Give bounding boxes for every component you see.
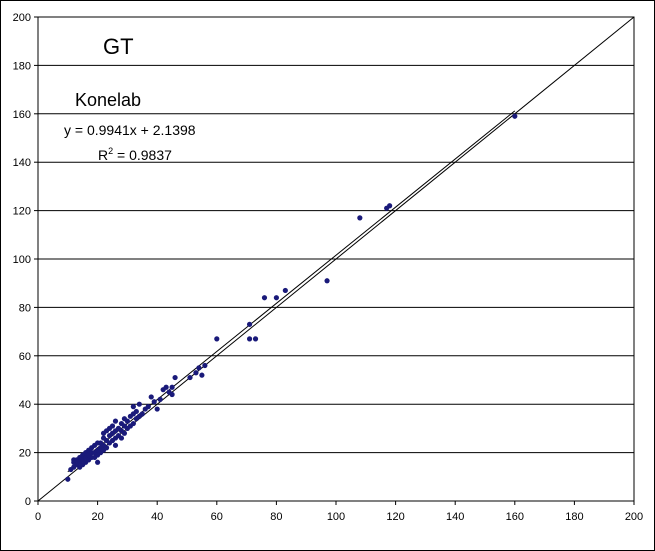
- y-tick-label-100: 100: [13, 254, 31, 266]
- x-tick-label-140: 140: [446, 511, 464, 523]
- y-tick-label-20: 20: [19, 448, 31, 460]
- data-point-74: [157, 396, 163, 402]
- x-tick-label-200: 200: [625, 511, 643, 523]
- y-tick-label-140: 140: [13, 157, 31, 169]
- r-squared-superscript: 2: [108, 146, 113, 156]
- data-point-65: [133, 408, 139, 415]
- x-tick-label-60: 60: [211, 511, 223, 523]
- data-point-93: [324, 278, 330, 284]
- data-point-94: [357, 215, 363, 221]
- data-point-48: [112, 418, 119, 424]
- x-tick-label-0: 0: [35, 511, 41, 523]
- x-tick-label-20: 20: [91, 511, 103, 523]
- x-tick-label-160: 160: [506, 511, 524, 523]
- y-tick-label-60: 60: [19, 351, 31, 363]
- data-point-72: [151, 399, 157, 405]
- trendline-equation: y = 0.9941x + 2.1398: [64, 122, 196, 138]
- y-tick-label-80: 80: [19, 302, 31, 314]
- x-tick-label-180: 180: [565, 511, 583, 523]
- data-point-97: [512, 113, 518, 119]
- data-point-88: [246, 336, 253, 342]
- chart-subtitle: Konelab: [75, 90, 141, 110]
- data-point-61: [130, 420, 136, 427]
- data-point-84: [199, 372, 205, 378]
- data-point-51: [118, 435, 125, 441]
- r-squared-letter: R: [98, 147, 108, 163]
- y-tick-label-0: 0: [25, 496, 31, 508]
- data-point-58: [124, 418, 130, 424]
- y-tick-label-120: 120: [13, 206, 31, 218]
- x-tick-label-100: 100: [327, 511, 345, 523]
- r-squared-value: = 0.9837: [113, 147, 172, 163]
- data-point-25: [95, 459, 101, 465]
- data-point-92: [282, 287, 288, 294]
- data-point-78: [169, 391, 175, 398]
- chart-title: GT: [103, 34, 134, 59]
- data-point-87: [246, 321, 253, 327]
- data-point-36: [103, 445, 110, 451]
- x-tick-label-40: 40: [151, 511, 163, 523]
- data-point-83: [196, 365, 202, 371]
- data-point-89: [252, 336, 259, 342]
- data-point-81: [187, 374, 193, 381]
- y-tick-label-200: 200: [13, 12, 31, 24]
- x-tick-label-120: 120: [386, 511, 404, 523]
- data-point-54: [121, 430, 128, 436]
- data-point-91: [273, 295, 279, 301]
- x-tick-label-80: 80: [270, 511, 282, 523]
- data-point-73: [154, 406, 160, 412]
- data-points: [65, 113, 518, 482]
- data-point-68: [139, 411, 145, 417]
- data-point-67: [136, 401, 142, 407]
- data-point-79: [169, 384, 175, 390]
- data-point-76: [163, 384, 169, 390]
- data-point-80: [172, 374, 178, 381]
- y-tick-label-180: 180: [13, 60, 31, 72]
- data-point-63: [130, 404, 136, 410]
- data-point-96: [387, 203, 393, 209]
- data-point-44: [109, 423, 116, 429]
- y-tick-label-40: 40: [19, 399, 31, 411]
- data-point-70: [145, 404, 151, 410]
- data-point-85: [202, 362, 208, 369]
- axis-ticks: 0 20 40 60 80 100 120 140 160 180 200 0 20 40 60 80 100 1…: [13, 12, 644, 523]
- data-point-71: [148, 394, 154, 400]
- y-tick-label-160: 160: [13, 109, 31, 121]
- r-squared-annotation: R2 = 0.9837: [98, 146, 172, 163]
- data-point-45: [112, 442, 119, 448]
- data-point-0: [65, 476, 71, 482]
- data-point-86: [214, 336, 220, 342]
- data-point-90: [261, 295, 268, 301]
- data-point-82: [193, 370, 199, 376]
